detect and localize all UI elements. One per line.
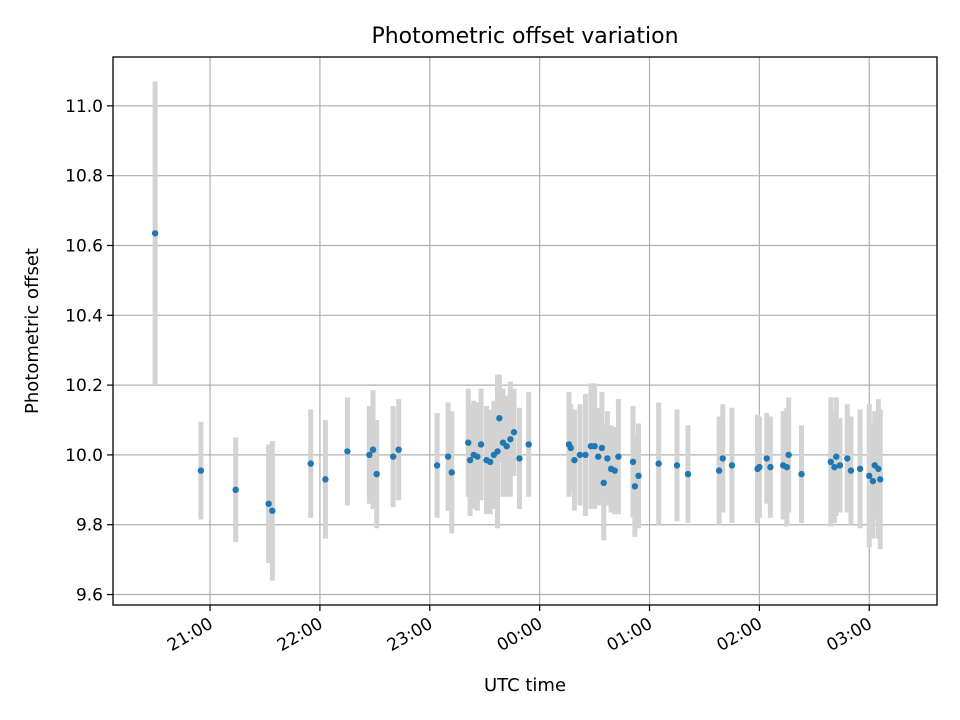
data-point — [783, 463, 791, 471]
y-tick-label: 9.8 — [76, 516, 103, 536]
data-point — [444, 453, 452, 460]
data-point — [767, 463, 774, 471]
data-point — [728, 462, 736, 469]
data-points — [151, 230, 884, 514]
data-point — [611, 467, 618, 474]
data-point — [197, 467, 205, 474]
data-point — [525, 441, 532, 448]
data-point — [151, 230, 159, 237]
x-axis-label: UTC time — [484, 675, 566, 696]
data-point — [833, 453, 840, 460]
data-point — [496, 415, 503, 422]
axis-ticks: 21:00 22:00 23:00 00:00 01:00 02:00 03:009.69.… — [65, 97, 876, 656]
data-point — [673, 462, 681, 469]
data-point — [869, 477, 877, 485]
data-point — [465, 439, 472, 446]
data-point — [844, 455, 851, 462]
data-point — [344, 448, 351, 455]
data-point — [494, 448, 501, 455]
data-point — [756, 463, 763, 471]
data-point — [571, 456, 578, 464]
data-point — [847, 467, 855, 474]
data-point — [600, 479, 607, 487]
data-point — [629, 458, 637, 466]
data-point — [719, 455, 726, 462]
data-point — [322, 476, 329, 483]
chart-title: Photometric offset variation — [371, 24, 678, 49]
data-point — [684, 470, 692, 478]
data-point — [389, 453, 397, 460]
data-point — [507, 436, 514, 443]
data-point — [866, 472, 873, 480]
data-point — [232, 486, 239, 494]
y-tick-label: 10.8 — [65, 167, 103, 187]
data-point — [582, 451, 589, 459]
data-point — [516, 455, 523, 462]
data-point — [798, 470, 805, 478]
y-tick-label: 10.6 — [65, 236, 103, 256]
data-point — [875, 465, 882, 473]
data-point — [836, 462, 844, 469]
data-point — [591, 442, 598, 450]
data-point — [510, 429, 518, 436]
y-axis-label: Photometric offset — [22, 248, 43, 414]
y-tick-label: 9.6 — [76, 586, 103, 606]
data-point — [635, 472, 642, 480]
data-point — [604, 455, 611, 462]
data-point — [715, 467, 723, 474]
data-point — [576, 451, 584, 459]
data-point — [655, 460, 662, 467]
data-point — [598, 444, 606, 452]
plot-area-frame — [112, 56, 938, 606]
y-tick-label: 10.4 — [65, 306, 103, 326]
data-point — [503, 442, 510, 450]
data-point — [466, 456, 474, 464]
data-point — [827, 458, 834, 466]
data-point — [307, 460, 314, 467]
data-point — [856, 465, 864, 473]
y-tick-label: 10.0 — [65, 446, 103, 466]
data-point — [615, 453, 622, 460]
data-point — [785, 451, 792, 459]
data-point — [477, 441, 485, 448]
data-point — [877, 476, 884, 483]
data-point — [487, 458, 494, 466]
data-point — [631, 483, 639, 490]
data-point — [831, 463, 838, 471]
data-point — [763, 455, 770, 462]
data-point — [373, 470, 380, 478]
data-point — [433, 462, 441, 469]
data-point — [567, 444, 574, 452]
y-tick-label: 10.2 — [65, 376, 103, 396]
data-point — [369, 446, 377, 453]
data-point — [265, 500, 272, 507]
data-point — [269, 507, 276, 514]
data-point — [395, 446, 402, 453]
y-tick-label: 11.0 — [65, 97, 103, 117]
data-point — [474, 453, 481, 460]
data-point — [595, 453, 602, 460]
data-point — [448, 469, 455, 476]
grid — [113, 57, 937, 605]
data-point — [366, 451, 373, 459]
